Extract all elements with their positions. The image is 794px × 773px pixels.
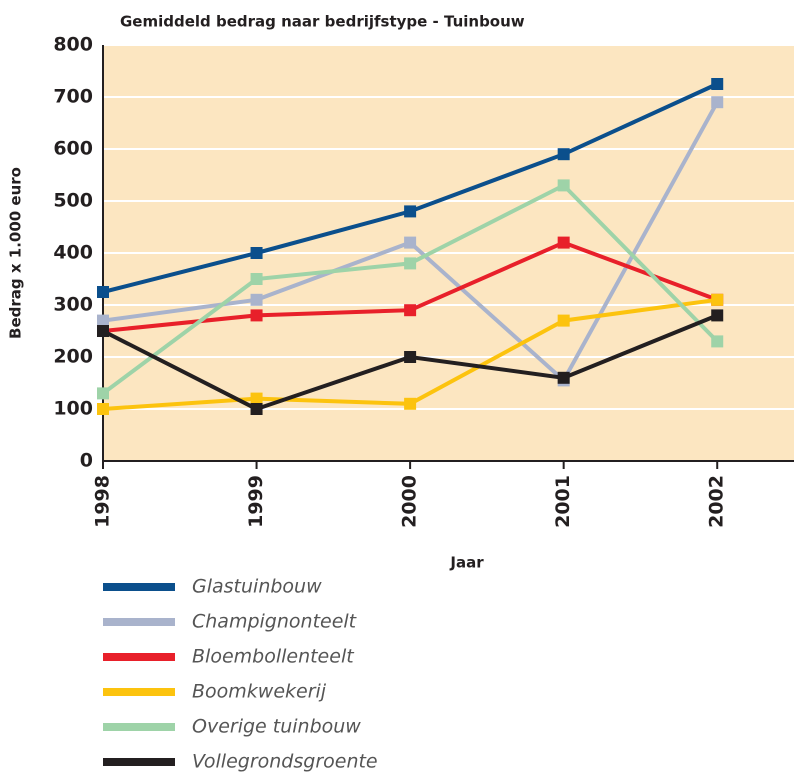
y-tick-label: 700 (53, 86, 93, 108)
x-tick-label: 2000 (399, 475, 421, 528)
legend-label: Boomkwekerij (192, 681, 327, 703)
legend-label: Champignonteelt (192, 611, 358, 633)
y-tick-label: 300 (53, 294, 93, 316)
legend-swatch (103, 653, 175, 661)
point-marker (97, 403, 109, 415)
legend-swatch (103, 583, 175, 591)
y-tick-label: 0 (80, 450, 93, 472)
y-axis-label: Bedrag x 1.000 euro (7, 167, 25, 339)
legend-swatch (103, 723, 175, 731)
legend-label: Overige tuinbouw (192, 716, 361, 738)
point-marker (97, 314, 109, 327)
point-marker (711, 96, 724, 109)
point-marker (404, 351, 417, 363)
x-axis-label: Jaar (449, 554, 484, 572)
point-marker (97, 286, 109, 298)
point-marker (250, 293, 263, 306)
x-tick-label: 1998 (92, 475, 114, 528)
point-marker (557, 148, 570, 161)
y-tick-label: 500 (53, 190, 93, 212)
point-marker (711, 78, 724, 90)
point-marker (557, 314, 570, 327)
legend-swatch (103, 688, 175, 696)
point-marker (557, 236, 570, 249)
point-marker (97, 325, 109, 337)
legend-label: Vollegrondsgroente (192, 751, 378, 773)
point-marker (250, 309, 263, 322)
point-marker (711, 309, 724, 322)
legend-swatch (103, 618, 175, 626)
y-tick-label: 400 (53, 242, 93, 264)
point-marker (404, 257, 417, 270)
point-marker (404, 304, 417, 317)
x-tick-label: 1999 (245, 475, 267, 528)
point-marker (250, 392, 263, 405)
point-marker (404, 397, 417, 410)
point-marker (404, 236, 417, 249)
point-marker (250, 403, 263, 415)
y-tick-label: 200 (53, 346, 93, 368)
point-marker (557, 179, 570, 192)
y-tick-label: 600 (53, 138, 93, 160)
y-tick-label: 100 (53, 398, 93, 420)
legend-label: Glastuinbouw (192, 576, 322, 598)
point-marker (711, 293, 724, 306)
x-tick-label: 2002 (706, 475, 728, 528)
x-tick-label: 2001 (552, 475, 574, 528)
point-marker (711, 335, 724, 348)
point-marker (557, 371, 570, 384)
point-marker (250, 247, 263, 259)
point-marker (250, 273, 263, 285)
legend-label: Bloembollenteelt (192, 646, 355, 668)
y-tick-label: 800 (53, 34, 93, 56)
point-marker (404, 205, 417, 218)
chart-title: Gemiddeld bedrag naar bedrijfstype - Tui… (120, 13, 525, 31)
legend-swatch (103, 758, 175, 766)
point-marker (97, 387, 109, 400)
